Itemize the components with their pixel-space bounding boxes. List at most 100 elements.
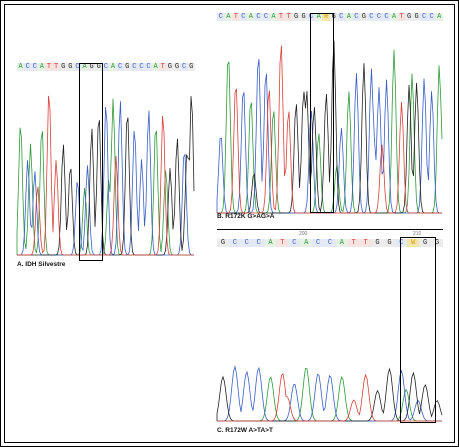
base-letter: C bbox=[324, 239, 336, 247]
panel-b-caption: B. R172K G>AG>A bbox=[217, 213, 275, 220]
base-letter: A bbox=[17, 63, 25, 71]
base-letter: A bbox=[390, 13, 398, 21]
base-letter: C bbox=[24, 63, 32, 71]
base-letter: G bbox=[217, 239, 229, 247]
base-letter: C bbox=[288, 239, 301, 247]
panel-c-caption: C. R172W A>TA>T bbox=[217, 427, 273, 434]
panel-b-mutation-box bbox=[310, 13, 334, 213]
base-letter: C bbox=[102, 63, 110, 71]
base-letter: A bbox=[264, 239, 277, 247]
base-letter: C bbox=[252, 239, 265, 247]
base-letter: A bbox=[247, 13, 255, 21]
base-letter: T bbox=[159, 63, 167, 71]
base-letter: G bbox=[88, 63, 96, 71]
trace-a bbox=[217, 367, 442, 422]
trace-c bbox=[217, 365, 442, 422]
panel-b-chromatogram bbox=[216, 40, 443, 214]
base-letter: C bbox=[307, 13, 315, 21]
base-letter: C bbox=[395, 239, 408, 247]
base-letter: T bbox=[359, 239, 372, 247]
base-letter: G bbox=[95, 63, 103, 71]
base-letter: G bbox=[360, 13, 368, 21]
base-letter: T bbox=[232, 13, 240, 21]
panel-c-position-200: 200 bbox=[299, 231, 308, 237]
base-letter: G bbox=[383, 239, 396, 247]
base-letter: A bbox=[109, 63, 117, 71]
base-letter: T bbox=[284, 13, 293, 21]
trace-c bbox=[216, 59, 442, 214]
base-letter: C bbox=[31, 63, 39, 71]
base-letter: C bbox=[73, 63, 81, 71]
base-letter: A bbox=[38, 63, 46, 71]
base-letter: C bbox=[367, 13, 376, 21]
base-letter: C bbox=[352, 13, 361, 21]
base-letter: C bbox=[180, 63, 188, 71]
base-letter: C bbox=[254, 13, 263, 21]
base-letter: G bbox=[173, 63, 181, 71]
base-letter: A bbox=[80, 63, 89, 71]
trace-a bbox=[217, 49, 443, 214]
base-letter: G bbox=[66, 63, 74, 71]
base-letter: C bbox=[228, 239, 241, 247]
base-letter: A bbox=[224, 13, 233, 21]
trace-g bbox=[17, 96, 195, 256]
base-letter: G bbox=[412, 13, 421, 21]
base-letter: A bbox=[314, 13, 323, 21]
base-letter: A bbox=[335, 239, 348, 247]
base-letter: C bbox=[375, 13, 383, 21]
base-letter: G bbox=[299, 13, 308, 21]
trace-a bbox=[16, 98, 194, 256]
trace-t bbox=[217, 373, 442, 422]
base-letter: C bbox=[240, 239, 253, 247]
trace-g bbox=[216, 367, 443, 422]
base-letter: C bbox=[420, 13, 428, 21]
trace-t bbox=[17, 95, 194, 256]
panel-a-mutation-box bbox=[79, 63, 103, 261]
trace-t bbox=[217, 45, 442, 214]
base-letter: C bbox=[239, 13, 248, 21]
base-letter: A bbox=[345, 13, 353, 21]
base-letter: C bbox=[337, 13, 346, 21]
base-letter: C bbox=[137, 63, 145, 71]
base-letter: C bbox=[262, 13, 270, 21]
base-letter: G bbox=[187, 63, 195, 71]
trace-c bbox=[17, 101, 194, 256]
panel-c-divider bbox=[217, 229, 443, 230]
base-letter: T bbox=[347, 239, 360, 247]
panel-c-position-210: 210 bbox=[413, 231, 422, 237]
base-letter: A bbox=[300, 239, 313, 247]
base-letter: C bbox=[382, 13, 391, 21]
panel-c-mutation-box bbox=[400, 237, 436, 423]
base-letter: R bbox=[322, 13, 330, 21]
base-letter: T bbox=[276, 239, 289, 247]
base-letter: G bbox=[419, 239, 432, 247]
base-letter: T bbox=[52, 63, 60, 71]
base-letter: G bbox=[371, 239, 384, 247]
base-letter: T bbox=[277, 13, 285, 21]
base-letter: A bbox=[269, 13, 278, 21]
base-letter: G bbox=[166, 63, 174, 71]
panel-a-chromatogram bbox=[16, 95, 195, 256]
panel-c-chromatogram bbox=[216, 365, 443, 422]
base-letter: C bbox=[144, 63, 153, 71]
panel-a-caption: A. IDH Silvestre bbox=[17, 261, 66, 268]
trace-g bbox=[217, 40, 442, 214]
base-letter: G bbox=[292, 13, 300, 21]
base-letter: C bbox=[116, 63, 124, 71]
base-letter: G bbox=[405, 13, 413, 21]
base-letter: C bbox=[312, 239, 325, 247]
base-letter: G bbox=[123, 63, 131, 71]
base-letter: T bbox=[397, 13, 406, 21]
base-letter: G bbox=[431, 239, 443, 247]
base-letter: C bbox=[130, 63, 138, 71]
base-letter: A bbox=[152, 63, 160, 71]
base-letter: T bbox=[45, 63, 53, 71]
base-letter: W bbox=[407, 239, 420, 247]
